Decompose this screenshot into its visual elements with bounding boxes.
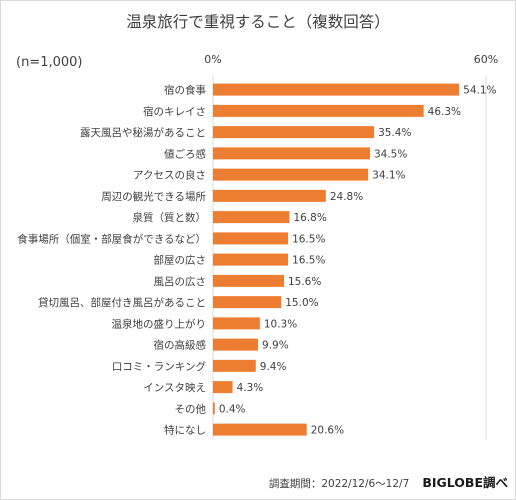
category-label: 泉質（質と数） (133, 211, 207, 224)
bar (213, 253, 289, 266)
data-label: 54.1% (463, 85, 496, 97)
data-label: 20.6% (311, 425, 344, 437)
bar (213, 104, 424, 117)
category-label: インスタ映え (143, 382, 206, 394)
data-label: 16.8% (293, 212, 326, 224)
bar (213, 296, 282, 309)
category-label: 宿の食事 (164, 84, 206, 97)
data-label: 46.3% (428, 106, 461, 118)
survey-period: 調査期間：2022/12/6～12/7 (268, 478, 410, 490)
sample-size-note: (n=1,000) (16, 55, 83, 70)
bar (213, 338, 259, 351)
bar (213, 189, 326, 202)
brand-credit: BIGLOBE調べ (422, 475, 508, 490)
category-label: 風呂の広さ (154, 275, 207, 288)
category-label: 値ごろ感 (164, 147, 206, 160)
category-label: 温泉地の盛り上がり (112, 317, 207, 330)
chart-title: 温泉旅行で重視すること（複数回答） (126, 13, 390, 31)
data-label: 0.4% (219, 403, 246, 415)
bar (213, 126, 375, 139)
category-label: 特になし (164, 425, 206, 437)
data-label: 9.9% (262, 340, 289, 352)
category-label: 宿のキレイさ (143, 105, 206, 118)
bar (213, 359, 256, 372)
data-label: 10.3% (264, 318, 297, 330)
data-label: 24.8% (330, 191, 363, 203)
x-tick-label: 60% (474, 53, 498, 66)
bar (213, 381, 233, 394)
category-label: 宿の高級感 (154, 339, 207, 352)
data-label: 15.0% (285, 297, 318, 309)
data-label: 16.5% (292, 233, 325, 245)
data-label: 35.4% (378, 127, 411, 139)
data-label: 34.5% (374, 148, 407, 160)
category-label: 部屋の広さ (154, 254, 207, 267)
bar (213, 317, 260, 330)
x-tick-label: 0% (204, 53, 221, 66)
bar (213, 402, 215, 415)
category-label: アクセスの良さ (133, 169, 206, 182)
bar (213, 211, 290, 224)
data-label: 9.4% (260, 361, 287, 373)
bar (213, 168, 369, 181)
category-label: 露天風呂や秘湯があること (80, 126, 206, 139)
bar (213, 83, 460, 96)
data-label: 16.5% (292, 255, 325, 267)
category-label: 口コミ・ランキング (112, 360, 207, 373)
bar (213, 147, 370, 160)
data-label: 4.3% (237, 382, 264, 394)
category-label: その他 (175, 402, 207, 415)
data-label: 15.6% (288, 276, 321, 288)
category-label: 貸切風呂、部屋付き風呂があること (38, 296, 206, 309)
data-label: 34.1% (372, 170, 405, 182)
category-label: 周辺の観光できる場所 (101, 190, 206, 203)
category-label: 食事場所（個室・部屋食ができるなど） (17, 232, 206, 245)
bar (213, 274, 284, 287)
bar (213, 423, 307, 436)
bar (213, 232, 289, 245)
footer: 調査期間：2022/12/6～12/7 BIGLOBE調べ (269, 472, 508, 491)
